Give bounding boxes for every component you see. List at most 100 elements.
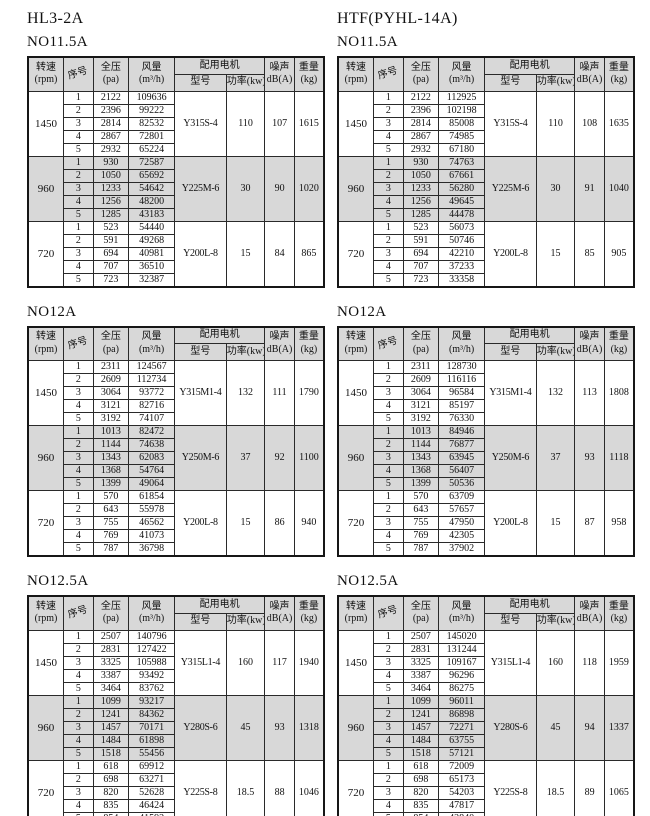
power-cell: 132 <box>225 360 266 426</box>
power-cell: 160 <box>225 629 266 696</box>
header-airflow: 风量 (m³/h) <box>128 326 175 361</box>
index-cell: 5 <box>373 412 404 426</box>
airflow-cell: 41592 <box>128 811 175 816</box>
table-row: 4 1484 61898 <box>28 733 324 748</box>
header-pressure-label: 全压 <box>410 61 431 73</box>
header-motor-power: 功率(kw) <box>225 73 266 92</box>
airflow-cell: 105988 <box>128 655 175 670</box>
table-row: 5 1285 43183 <box>28 207 324 222</box>
index-cell: 1 <box>373 629 404 644</box>
header-index: 序号 <box>373 326 404 361</box>
index-cell: 3 <box>373 516 404 530</box>
table-row: 960 1 930 72587 Y225M-6 30 90 1020 <box>27 155 325 222</box>
pressure-cell: 523 <box>92 220 130 235</box>
pressure-cell: 3387 <box>402 668 440 683</box>
rpm-cell: 1450 <box>337 90 375 157</box>
pressure-cell: 1518 <box>402 746 440 761</box>
pressure-cell: 707 <box>92 259 130 274</box>
airflow-cell: 67661 <box>438 168 485 183</box>
airflow-cell: 112734 <box>128 373 175 387</box>
index-cell: 3 <box>373 246 404 261</box>
model-title: HL3-2A <box>27 10 84 27</box>
index-cell: 4 <box>63 129 94 144</box>
index-cell: 3 <box>63 451 94 465</box>
header-weight: 重量 (kg) <box>603 595 635 631</box>
index-cell: 2 <box>373 103 404 118</box>
header-motor-power: 功率(kw) <box>225 612 266 631</box>
header-weight-label: 重量 <box>298 331 319 343</box>
pressure-cell: 694 <box>92 246 130 261</box>
index-cell: 5 <box>63 412 94 426</box>
power-cell: 110 <box>225 90 266 157</box>
pressure-cell: 787 <box>402 542 440 557</box>
airflow-cell: 102198 <box>438 103 485 118</box>
airflow-cell: 131244 <box>438 642 485 657</box>
airflow-cell: 36510 <box>128 259 175 274</box>
size-title: NO11.5A <box>337 34 398 50</box>
table-row: 960 1 930 74763 Y225M-6 30 91 1040 <box>337 155 635 222</box>
index-cell: 5 <box>373 811 404 816</box>
table-row: 5 723 33358 <box>338 272 634 287</box>
motor-model-cell: Y225M-6 <box>484 155 537 222</box>
motor-model-cell: Y280S-6 <box>484 694 537 761</box>
pressure-cell: 3464 <box>402 681 440 696</box>
motor-model-cell: Y200L-8 <box>174 490 227 557</box>
header-index-label: 序号 <box>66 604 90 621</box>
table-row: 585442840 <box>338 811 634 816</box>
noise-cell: 111 <box>264 360 295 426</box>
airflow-cell: 44478 <box>438 207 485 222</box>
table-row: 4 3387 93492 <box>28 668 324 683</box>
noise-cell: 92 <box>264 425 295 491</box>
pressure-cell: 707 <box>402 259 440 274</box>
header-speed-unit: (rpm) <box>344 613 368 625</box>
weight-cell: 1635 <box>603 90 635 157</box>
pressure-cell: 1399 <box>92 477 130 491</box>
power-cell: 15 <box>225 490 266 557</box>
airflow-cell: 63271 <box>128 772 175 787</box>
airflow-cell: 55456 <box>128 746 175 761</box>
header-weight-label: 重量 <box>608 600 629 612</box>
pressure-cell: 1343 <box>92 451 130 465</box>
index-cell: 4 <box>373 733 404 748</box>
pressure-cell: 1099 <box>402 694 440 709</box>
pressure-cell: 2311 <box>402 360 440 374</box>
header-speed: 转速 (rpm) <box>27 326 65 361</box>
pressure-cell: 1518 <box>92 746 130 761</box>
header-index-label: 序号 <box>66 65 90 82</box>
table-row: 3 3325 109167 <box>338 655 634 670</box>
pressure-cell: 1343 <box>402 451 440 465</box>
header-motor-model: 型号 <box>484 612 537 631</box>
power-cell: 15 <box>535 490 576 557</box>
index-cell: 4 <box>63 399 94 413</box>
pressure-cell: 3121 <box>92 399 130 413</box>
airflow-cell: 74763 <box>438 155 485 170</box>
airflow-cell: 65224 <box>128 142 175 157</box>
weight-cell: 958 <box>603 490 635 557</box>
airflow-cell: 49268 <box>128 233 175 248</box>
index-cell: 3 <box>373 655 404 670</box>
header-weight-label: 重量 <box>608 61 629 73</box>
pressure-cell: 591 <box>402 233 440 248</box>
table-row: 4 707 36510 <box>28 259 324 274</box>
pressure-cell: 930 <box>92 155 130 170</box>
airflow-cell: 42210 <box>438 246 485 261</box>
airflow-cell: 140796 <box>128 629 175 644</box>
airflow-cell: 40981 <box>128 246 175 261</box>
header-noise-unit: dB(A) <box>266 343 293 355</box>
pressure-cell: 3325 <box>402 655 440 670</box>
header-pressure-label: 全压 <box>100 331 121 343</box>
airflow-cell: 99222 <box>128 103 175 118</box>
header-airflow: 风量 (m³/h) <box>128 595 175 631</box>
header-pressure: 全压 (pa) <box>402 56 440 92</box>
rpm-cell: 960 <box>27 425 65 491</box>
index-cell: 4 <box>63 668 94 683</box>
airflow-cell: 43183 <box>128 207 175 222</box>
noise-cell: 89 <box>574 759 605 816</box>
index-cell: 2 <box>63 373 94 387</box>
header-speed-unit: (rpm) <box>344 74 368 86</box>
index-cell: 2 <box>373 373 404 387</box>
airflow-cell: 128730 <box>438 360 485 374</box>
table-row: 2 1241 86898 <box>338 707 634 722</box>
index-cell: 3 <box>63 386 94 400</box>
weight-cell: 1318 <box>293 694 325 761</box>
